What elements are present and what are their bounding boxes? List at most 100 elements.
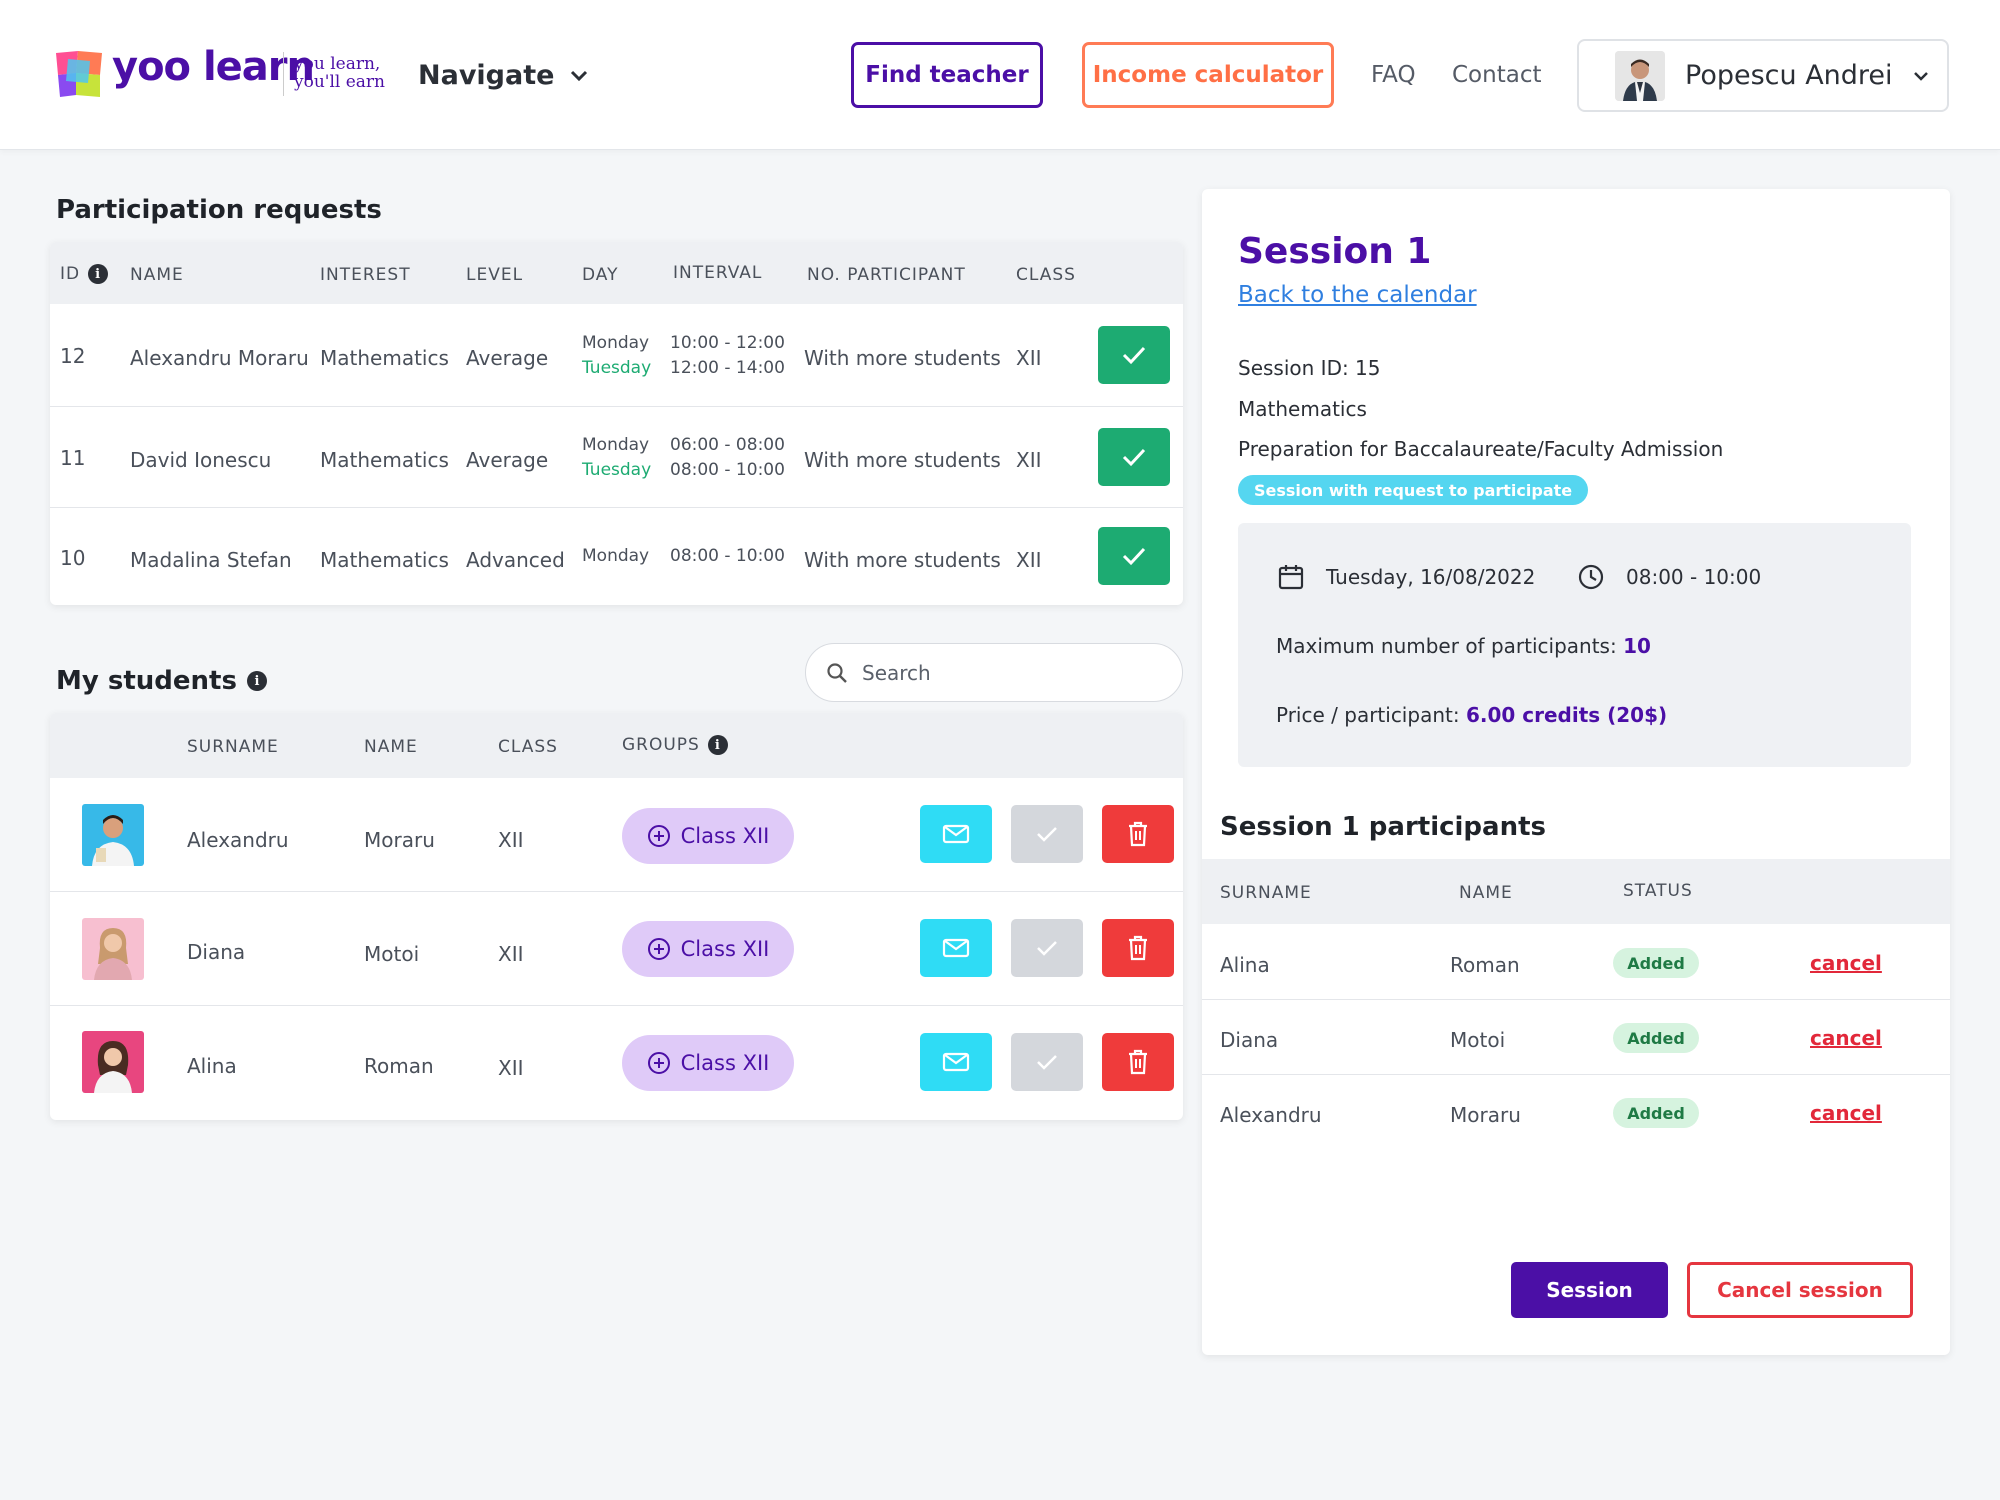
row-divider	[1202, 999, 1950, 1000]
delete-student-button[interactable]	[1102, 1033, 1174, 1091]
group-pill[interactable]: Class XII	[622, 921, 794, 977]
session-description: Preparation for Baccalaureate/Faculty Ad…	[1238, 437, 1724, 461]
column-header-groups: GROUPS i	[622, 735, 728, 755]
max-participants-label: Maximum number of participants:	[1276, 634, 1617, 658]
accept-request-button[interactable]	[1098, 326, 1170, 384]
participation-requests-table: ID i NAME INTEREST LEVEL DAY INTERVAL NO…	[50, 242, 1183, 605]
group-pill[interactable]: Class XII	[622, 808, 794, 864]
trash-icon	[1129, 935, 1147, 961]
status-badge: Session with request to participate	[1238, 475, 1589, 505]
yoolearn-logo-icon[interactable]	[54, 49, 104, 99]
plus-circle-icon	[647, 1052, 670, 1074]
avatar	[1615, 50, 1665, 101]
request-id: 10	[60, 546, 86, 570]
cancel-session-button[interactable]: Cancel session	[1687, 1262, 1913, 1318]
request-id: 12	[60, 344, 86, 368]
info-icon[interactable]: i	[246, 671, 267, 691]
info-icon[interactable]: i	[88, 264, 109, 284]
trash-icon	[1129, 821, 1147, 847]
user-menu[interactable]: Popescu Andrei	[1577, 39, 1949, 112]
plus-circle-icon	[647, 938, 670, 960]
cancel-participant-link[interactable]: cancel	[1810, 1101, 1882, 1125]
accept-request-button[interactable]	[1098, 527, 1170, 585]
session-button[interactable]: Session	[1511, 1262, 1668, 1318]
column-header-name: NAME	[1459, 883, 1513, 903]
info-icon[interactable]: i	[707, 735, 728, 755]
row-divider	[50, 1005, 1183, 1006]
find-teacher-button[interactable]: Find teacher	[851, 42, 1043, 108]
column-header-level: LEVEL	[466, 265, 524, 285]
column-header-class: CLASS	[1016, 265, 1076, 285]
cancel-participant-link[interactable]: cancel	[1810, 951, 1882, 975]
column-header-id: ID i	[60, 264, 109, 284]
student-surname: Diana	[187, 940, 246, 964]
request-interest: Mathematics	[320, 448, 449, 472]
student-surname: Alexandru	[187, 828, 289, 852]
approve-student-button[interactable]	[1011, 1033, 1083, 1091]
participation-requests-title: Participation requests	[56, 195, 382, 225]
student-avatar	[82, 804, 144, 866]
request-interest: Mathematics	[320, 346, 449, 370]
student-class: XII	[498, 942, 524, 966]
email-student-button[interactable]	[920, 919, 992, 977]
group-pill-label: Class XII	[680, 1051, 770, 1075]
request-level: Average	[466, 448, 549, 472]
delete-student-button[interactable]	[1102, 805, 1174, 863]
tagline-line1: you learn,	[294, 54, 381, 74]
row-divider	[50, 406, 1183, 407]
delete-student-button[interactable]	[1102, 919, 1174, 977]
request-day-secondary: Tuesday	[582, 460, 652, 480]
column-header-id-text: ID	[60, 264, 81, 284]
income-calculator-button[interactable]: Income calculator	[1082, 42, 1334, 108]
cancel-participant-link[interactable]: cancel	[1810, 1026, 1882, 1050]
check-icon	[1037, 827, 1057, 842]
logo-wordmark[interactable]: yoo learn	[112, 44, 315, 90]
search-input-wrapper[interactable]	[805, 643, 1183, 702]
participants-table-header: SURNAME NAME STATUS	[1202, 859, 1950, 924]
column-header-no-participant: NO. PARTICIPANT	[807, 265, 966, 285]
price-per-participant: Price / participant: 6.00 credits (20$)	[1276, 703, 1667, 727]
request-interest: Mathematics	[320, 548, 449, 572]
student-name: Roman	[364, 1054, 434, 1078]
student-avatar	[82, 1031, 144, 1093]
request-interval-secondary: 12:00 - 14:00	[670, 358, 785, 378]
column-header-name: NAME	[130, 265, 184, 285]
approve-student-button[interactable]	[1011, 919, 1083, 977]
group-pill[interactable]: Class XII	[622, 1035, 794, 1091]
column-header-interest: INTEREST	[320, 265, 411, 285]
status-badge: Added	[1613, 1098, 1699, 1128]
group-pill-label: Class XII	[680, 937, 770, 961]
row-divider	[1202, 1074, 1950, 1075]
table-header: ID i NAME INTEREST LEVEL DAY INTERVAL NO…	[50, 242, 1183, 304]
request-name: David Ionescu	[130, 448, 272, 472]
approve-student-button[interactable]	[1011, 805, 1083, 863]
request-id: 11	[60, 446, 86, 470]
search-input[interactable]	[862, 660, 1162, 685]
contact-link[interactable]: Contact	[1452, 62, 1542, 88]
session-id: Session ID: 15	[1238, 356, 1381, 380]
check-icon	[1037, 941, 1057, 956]
student-name: Moraru	[364, 828, 435, 852]
participants-title-text: Session 1 participants	[1220, 812, 1547, 842]
accept-request-button[interactable]	[1098, 428, 1170, 486]
request-participant: With more students	[804, 448, 1001, 472]
faq-link[interactable]: FAQ	[1371, 62, 1416, 88]
participation-requests-title-text: Participation requests	[56, 195, 382, 225]
back-to-calendar-link[interactable]: Back to the calendar	[1238, 282, 1477, 308]
request-interval-primary: 08:00 - 10:00	[670, 546, 785, 566]
email-student-button[interactable]	[920, 1033, 992, 1091]
request-class: XII	[1016, 448, 1042, 472]
navigate-menu[interactable]: Navigate	[418, 60, 588, 91]
session-date: Tuesday, 16/08/2022	[1326, 565, 1536, 589]
plus-circle-icon	[647, 825, 670, 847]
my-students-title-text: My students	[56, 666, 237, 696]
check-icon	[1122, 448, 1146, 467]
my-students-title: My students i	[56, 666, 267, 696]
max-participants: Maximum number of participants: 10	[1276, 634, 1651, 658]
status-badge: Added	[1613, 1023, 1699, 1053]
email-student-button[interactable]	[920, 805, 992, 863]
table-header: SURNAME NAME CLASS GROUPS i	[50, 713, 1183, 778]
request-class: XII	[1016, 548, 1042, 572]
price-value: 6.00 credits (20$)	[1465, 703, 1668, 727]
participant-name: Motoi	[1450, 1028, 1506, 1052]
